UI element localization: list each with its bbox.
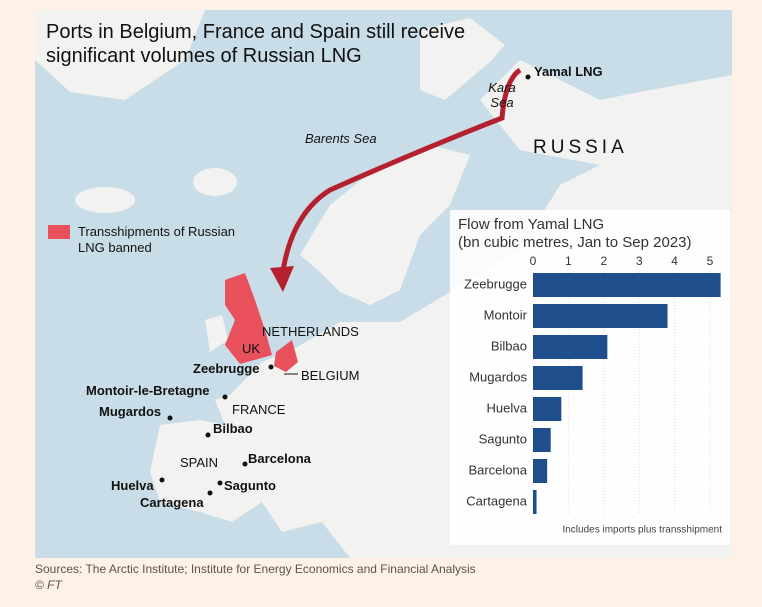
country-label: UK bbox=[242, 341, 261, 356]
legend-label: Transshipments of Russian LNG banned bbox=[78, 224, 236, 255]
place-label: Mugardos bbox=[99, 404, 162, 419]
country-label: NETHERLANDS bbox=[262, 324, 359, 339]
land bbox=[420, 18, 505, 100]
uk-area bbox=[225, 273, 272, 364]
route-arrow bbox=[279, 67, 522, 279]
source: Sources: The Arctic Institute; Institute… bbox=[35, 562, 476, 576]
x-tick-label: 0 bbox=[530, 254, 537, 268]
x-tick-label: 2 bbox=[600, 254, 607, 268]
y-tick-label: Huelva bbox=[487, 400, 528, 415]
arrow-head bbox=[270, 266, 294, 292]
x-tick-label: 1 bbox=[565, 254, 572, 268]
land bbox=[75, 187, 135, 213]
bar bbox=[533, 366, 583, 390]
country-label: BELGIUM bbox=[301, 368, 360, 383]
place-label: Montoir-le-Bretagne bbox=[86, 383, 210, 398]
place-label: Barcelona bbox=[248, 451, 311, 466]
bar bbox=[533, 459, 548, 483]
x-tick-label: 4 bbox=[671, 254, 678, 268]
bar bbox=[533, 428, 551, 452]
legend-swatch bbox=[48, 225, 70, 239]
country-label: RUSSIA bbox=[533, 137, 628, 158]
place-label: Yamal LNG bbox=[534, 64, 603, 79]
place-label: Huelva bbox=[111, 478, 154, 493]
land bbox=[193, 168, 237, 196]
y-tick-label: Zeebrugge bbox=[464, 276, 527, 291]
y-tick-label: Mugardos bbox=[469, 369, 527, 384]
bar bbox=[533, 335, 608, 359]
bar bbox=[533, 273, 721, 297]
land bbox=[205, 315, 228, 352]
place-label: Cartagena bbox=[140, 495, 204, 510]
bar-chart: Flow from Yamal LNG(bn cubic metres, Jan… bbox=[458, 216, 722, 536]
chart-subtitle: (bn cubic metres, Jan to Sep 2023) bbox=[458, 234, 691, 251]
land bbox=[35, 10, 205, 100]
land bbox=[480, 60, 732, 165]
y-tick-label: Cartagena bbox=[466, 493, 527, 508]
y-tick-label: Sagunto bbox=[479, 431, 527, 446]
y-tick-label: Barcelona bbox=[468, 462, 527, 477]
country-label: SPAIN bbox=[180, 455, 219, 470]
sea-label: Kara Sea bbox=[488, 80, 516, 110]
sea-label: Barents Sea bbox=[305, 131, 377, 146]
bar bbox=[533, 397, 562, 421]
title: Ports in Belgium, France and Spain still… bbox=[46, 21, 466, 67]
chart-panel bbox=[450, 210, 730, 545]
place-dots bbox=[159, 74, 531, 496]
country-label: FRANCE bbox=[232, 402, 286, 417]
x-tick-label: 3 bbox=[636, 254, 643, 268]
credit: © FT bbox=[35, 578, 62, 592]
bar bbox=[533, 304, 668, 328]
place-label: Bilbao bbox=[213, 421, 253, 436]
bar bbox=[533, 490, 537, 514]
x-tick-label: 5 bbox=[707, 254, 714, 268]
chart-note: Includes imports plus transshipment bbox=[562, 525, 722, 536]
land bbox=[300, 145, 470, 305]
place-label: Zeebrugge bbox=[193, 361, 260, 376]
place-label: Sagunto bbox=[224, 478, 276, 493]
chart-title: Flow from Yamal LNG bbox=[458, 216, 604, 233]
benelux-area bbox=[274, 340, 298, 372]
y-tick-label: Montoir bbox=[484, 307, 528, 322]
y-tick-label: Bilbao bbox=[491, 338, 527, 353]
